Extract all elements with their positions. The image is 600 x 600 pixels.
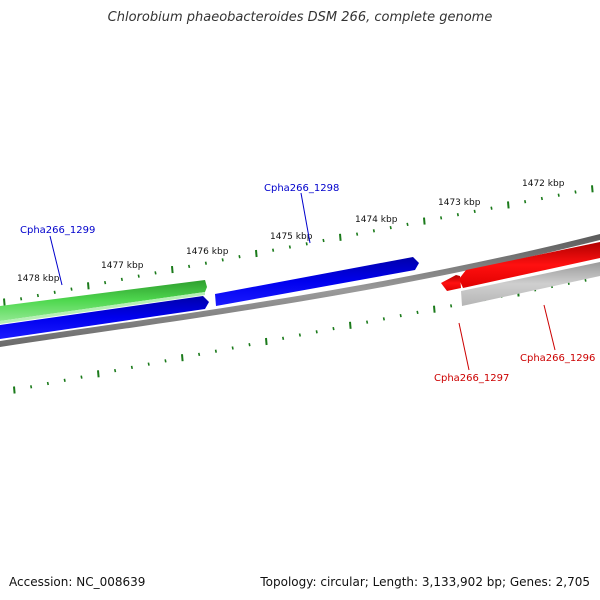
outer-row-minor-tick [372,229,375,233]
tick-label-1478: 1478 kbp [17,274,60,284]
inner-row-minor-tick [315,330,318,334]
inner-row-minor-tick [130,365,133,370]
leader-cpha266-1296 [543,304,556,351]
outer-row-minor-tick [204,261,207,265]
leader-cpha266-1298 [300,192,311,244]
label-cpha266-1299[interactable]: Cpha266_1299 [20,225,95,236]
tick-label-1473: 1473 kbp [438,198,481,208]
gene-cpha266-1299-arrow[interactable] [0,280,207,321]
inner-row-major-tick [349,321,352,329]
inner-row-minor-tick [366,320,369,324]
inner-row-minor-tick [114,368,117,373]
inner-row-minor-tick [382,317,385,321]
gene-red-long-arrow[interactable] [459,242,600,288]
inner-row-minor-tick [214,349,217,353]
label-cpha266-1298[interactable]: Cpha266_1298 [264,183,339,194]
inner-row-minor-tick [147,362,150,366]
inner-row-minor-tick [80,375,83,379]
label-cpha266-1297[interactable]: Cpha266_1297 [434,373,509,384]
outer-row-minor-tick [557,193,560,197]
outer-row-minor-tick [490,206,493,210]
outer-row-major-tick [87,282,90,290]
inner-row-minor-tick [332,326,335,331]
inner-row-minor-tick [298,333,301,337]
outer-row-minor-tick [238,255,241,259]
outer-row-minor-tick [406,222,409,227]
tick-label-1472: 1472 kbp [522,179,565,189]
outer-row-minor-tick [272,248,275,252]
inner-row-minor-tick [30,385,33,389]
inner-row-major-tick [97,370,100,378]
outer-row-minor-tick [137,274,140,278]
inner-row-minor-tick [450,304,453,308]
genome-backbone [0,234,600,347]
outer-row-major-tick [3,298,6,306]
tick-label-1475: 1475 kbp [270,232,313,242]
gene-blue-left-arrow[interactable] [0,296,209,339]
outer-row-minor-tick [389,225,392,230]
label-cpha266-1296[interactable]: Cpha266_1296 [520,353,595,364]
outer-row-major-tick [507,201,510,209]
tick-label-1477: 1477 kbp [101,261,144,271]
tick-label-1476: 1476 kbp [186,247,229,257]
outer-row-minor-tick [104,280,107,285]
outer-row-minor-tick [154,271,157,275]
outer-row-minor-tick [120,277,123,282]
outer-row-major-tick [423,217,426,225]
inner-row-minor-tick [399,313,402,318]
tick-label-1474: 1474 kbp [355,215,398,225]
outer-row-minor-tick [36,293,39,298]
outer-row-minor-tick [20,297,23,301]
outer-row-minor-tick [53,290,56,294]
leader-cpha266-1299 [49,235,63,286]
outer-tick-row [3,185,594,306]
gene-cpha266-1299-highlight [0,292,205,324]
outer-row-minor-tick [221,258,224,262]
gene-cpha266-1297-arrow[interactable] [441,275,461,291]
inner-row-minor-tick [198,352,201,357]
genome-summary-text: Topology: circular; Length: 3,133,902 bp… [260,575,590,589]
outer-row-minor-tick [356,232,359,236]
inner-row-minor-tick [46,381,49,386]
outer-row-minor-tick [473,209,476,214]
inner-row-major-tick [265,337,268,346]
leader-cpha266-1297 [458,322,470,371]
outer-row-minor-tick [288,245,291,249]
inner-row-minor-tick [282,336,285,340]
outer-row-major-tick [591,185,594,193]
outer-row-major-tick [339,233,342,241]
outer-row-minor-tick [188,264,191,269]
gene-cpha266-1298-arrow[interactable] [215,257,419,306]
outer-row-minor-tick [456,213,459,217]
inner-row-major-tick [13,386,16,394]
outer-row-minor-tick [440,216,443,220]
outer-row-minor-tick [540,196,543,201]
accession-text: Accession: NC_008639 [9,575,146,589]
outer-row-minor-tick [524,200,527,204]
inner-row-minor-tick [231,346,234,350]
inner-row-minor-tick [248,343,251,347]
inner-row-minor-tick [63,378,66,382]
outer-row-major-tick [255,249,258,258]
gene-cpha266-1296-arrow[interactable] [461,262,600,306]
inner-row-minor-tick [416,310,419,315]
outer-row-minor-tick [322,238,325,243]
inner-row-minor-tick [164,359,167,363]
inner-row-major-tick [181,354,184,362]
outer-row-minor-tick [305,242,308,246]
outer-row-minor-tick [70,287,73,291]
outer-row-minor-tick [574,190,577,194]
outer-row-major-tick [171,266,174,274]
inner-row-major-tick [433,305,436,313]
genome-title: Chlorobium phaeobacteroides DSM 266, com… [107,10,493,25]
